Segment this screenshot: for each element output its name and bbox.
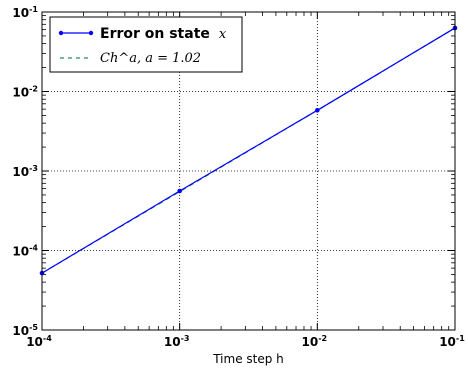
x-tick-base: 10	[26, 335, 43, 349]
y-tick-base: 10	[12, 86, 29, 100]
x-tick-exponent: -1	[456, 334, 465, 343]
x-tick-base: 10	[164, 335, 181, 349]
legend-series-1-name: Error on state	[100, 26, 210, 42]
y-tick-label: 10-1	[12, 5, 38, 20]
legend-series-2-label: Ch^a, a = 1.02	[100, 51, 201, 66]
major-ticks	[41, 11, 456, 331]
y-tick-label: 10-3	[12, 164, 38, 179]
x-tick-label: 10-1	[439, 334, 465, 349]
x-tick-base: 10	[439, 335, 456, 349]
y-tick-label: 10-2	[12, 85, 38, 100]
series-1-point	[315, 108, 320, 113]
legend-series-1-marker-left	[58, 30, 64, 36]
series-layer	[39, 25, 458, 276]
x-tick-label: 10-4	[26, 334, 52, 349]
x-tick-label: 10-3	[164, 334, 190, 349]
x-tick-exponent: -2	[318, 334, 327, 343]
y-tick-label: 10-5	[12, 323, 38, 338]
y-tick-base: 10	[12, 324, 29, 338]
y-tick-exponent: -1	[29, 5, 38, 14]
y-tick-exponent: -5	[29, 323, 38, 332]
x-tick-base: 10	[302, 335, 319, 349]
x-axis-label: Time step h	[212, 352, 284, 366]
y-tick-exponent: -4	[29, 244, 38, 253]
x-tick-exponent: -3	[181, 334, 190, 343]
legend: Error on state x Ch^a, a = 1.02	[49, 16, 243, 73]
legend-series-1-label: Error on state x	[100, 25, 227, 42]
legend-box	[49, 16, 243, 73]
series-1-point	[177, 188, 182, 194]
y-tick-exponent: -2	[29, 85, 38, 94]
series-1-line	[41, 27, 456, 274]
y-tick-base: 10	[12, 245, 29, 259]
x-tick-exponent: -4	[43, 334, 52, 343]
x-tick-labels: 10-4 10-3 10-2 10-1	[26, 334, 465, 349]
y-tick-exponent: -3	[29, 164, 38, 173]
minor-ticks	[42, 12, 455, 330]
legend-series-1-math: x	[219, 27, 227, 42]
y-tick-labels: 10-510-410-310-210-1	[12, 5, 38, 338]
y-tick-base: 10	[12, 6, 29, 20]
legend-series-1-marker-right	[88, 30, 94, 36]
x-tick-label: 10-2	[302, 334, 328, 349]
grid-lines	[42, 12, 455, 330]
y-tick-base: 10	[12, 165, 29, 179]
y-tick-label: 10-4	[12, 244, 38, 259]
